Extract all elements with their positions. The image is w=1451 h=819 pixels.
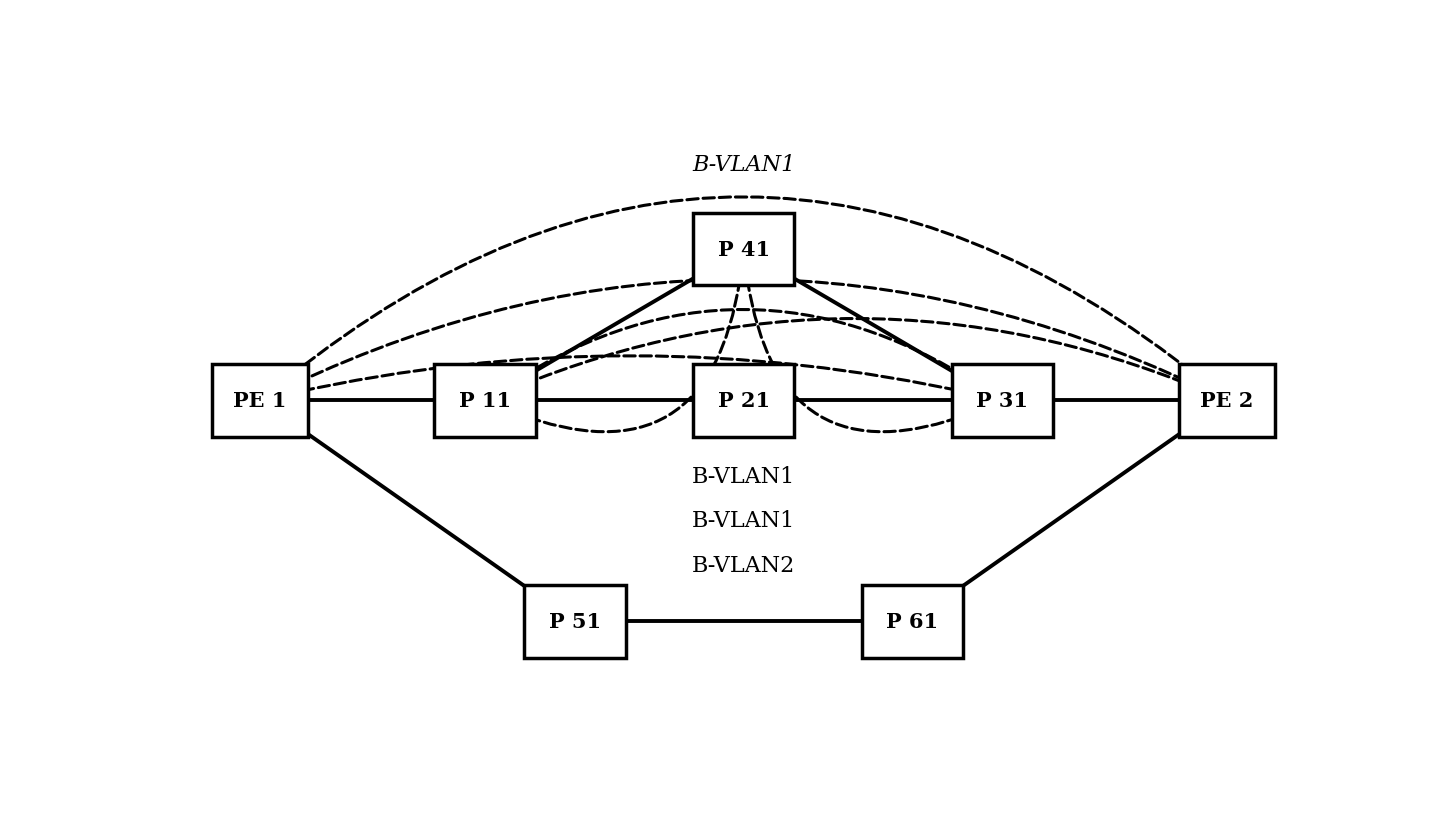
Text: P 31: P 31	[977, 391, 1029, 411]
Text: PE 2: PE 2	[1200, 391, 1254, 411]
Text: P 21: P 21	[718, 391, 769, 411]
Text: PE 1: PE 1	[234, 391, 287, 411]
Text: B-VLAN1: B-VLAN1	[692, 466, 795, 487]
FancyBboxPatch shape	[212, 364, 308, 437]
Text: P 61: P 61	[887, 612, 939, 631]
Text: P 41: P 41	[718, 240, 769, 260]
Text: B-VLAN2: B-VLAN2	[692, 554, 795, 576]
FancyBboxPatch shape	[862, 586, 963, 658]
FancyBboxPatch shape	[524, 586, 625, 658]
Text: P 11: P 11	[459, 391, 511, 411]
FancyBboxPatch shape	[694, 214, 794, 286]
FancyBboxPatch shape	[434, 364, 535, 437]
FancyBboxPatch shape	[1180, 364, 1275, 437]
Text: B-VLAN1: B-VLAN1	[692, 509, 795, 532]
FancyBboxPatch shape	[952, 364, 1053, 437]
Text: B-VLAN1: B-VLAN1	[692, 153, 795, 175]
FancyBboxPatch shape	[694, 364, 794, 437]
Text: P 51: P 51	[548, 612, 601, 631]
